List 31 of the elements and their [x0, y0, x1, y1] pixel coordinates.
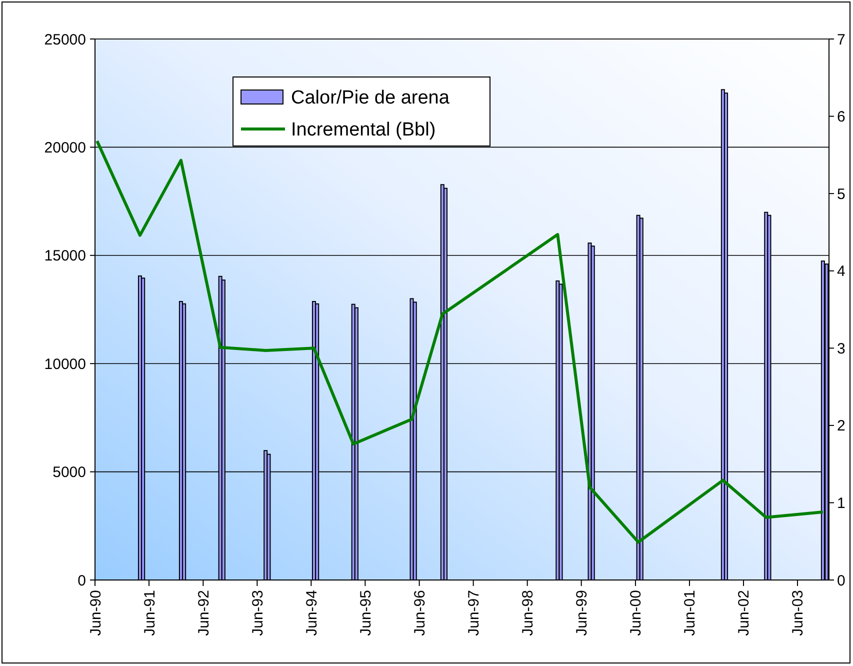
x-tick-label: Jun-92: [195, 590, 212, 636]
x-tick-label: Jun-97: [466, 590, 483, 636]
y2-tick-label: 4: [837, 263, 846, 280]
x-tick-label: Jun-94: [303, 590, 320, 636]
x-tick-label: Jun-00: [628, 590, 645, 636]
y2-tick-label: 1: [837, 494, 846, 512]
y2-tick-label: 6: [837, 108, 846, 126]
y-tick-label: 15000: [44, 248, 86, 265]
x-tick-label: Jun-96: [412, 590, 429, 636]
y2-tick-label: 7: [837, 31, 846, 48]
y-tick-label: 20000: [44, 139, 86, 156]
legend-label: Incremental (Bbl): [291, 120, 436, 141]
x-tick-label: Jun-90: [87, 590, 104, 636]
x-tick-label: Jun-93: [249, 590, 266, 636]
y-tick-label: 0: [78, 572, 86, 590]
x-tick-label: Jun-99: [574, 590, 591, 636]
legend-label: Calor/Pie de arena: [291, 88, 450, 109]
y-tick-label: 5000: [52, 464, 86, 482]
y2-tick-label: 5: [837, 186, 846, 203]
x-tick-label: Jun-02: [736, 590, 753, 636]
x-tick-label: Jun-98: [520, 590, 537, 636]
x-tick-label: Jun-95: [357, 590, 374, 636]
x-tick-label: Jun-91: [141, 590, 158, 636]
y-tick-label: 10000: [44, 356, 86, 373]
line-series: [96, 140, 824, 544]
y2-tick-label: 2: [837, 418, 846, 435]
y2-tick-label: 0: [837, 572, 846, 590]
y-tick-label: 25000: [44, 31, 86, 48]
x-tick-label: Jun-01: [682, 590, 699, 636]
y2-tick-label: 3: [837, 340, 846, 358]
x-tick-label: Jun-03: [790, 590, 807, 636]
